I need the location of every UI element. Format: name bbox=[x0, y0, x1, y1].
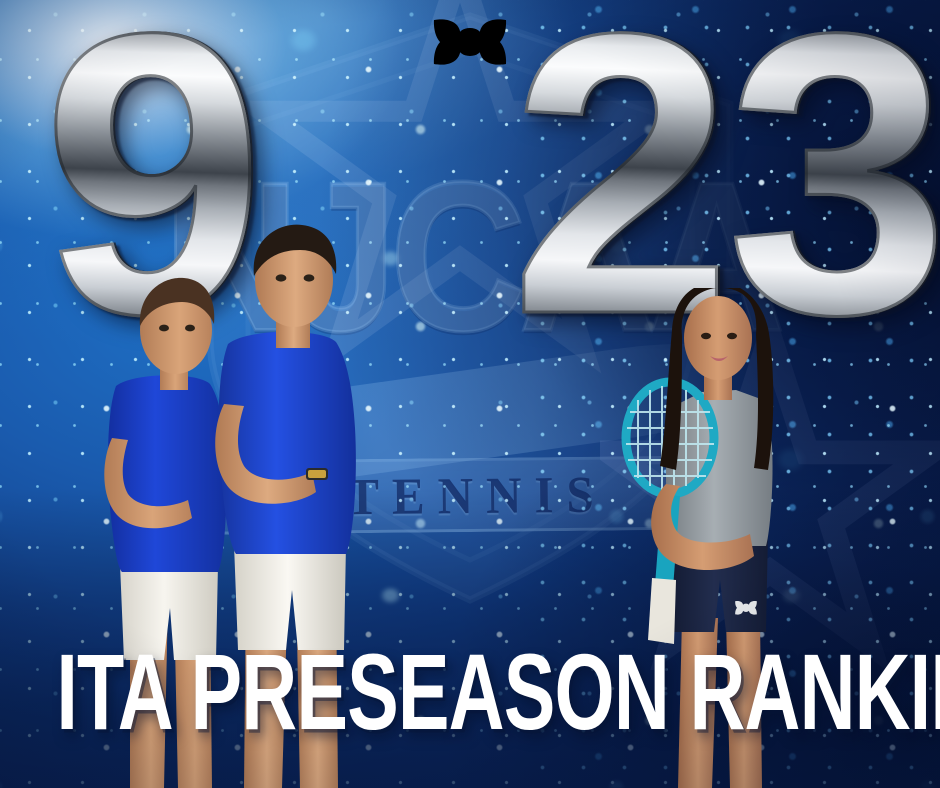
headline-text: ITA PRESEASON RANKINGS bbox=[56, 631, 940, 752]
